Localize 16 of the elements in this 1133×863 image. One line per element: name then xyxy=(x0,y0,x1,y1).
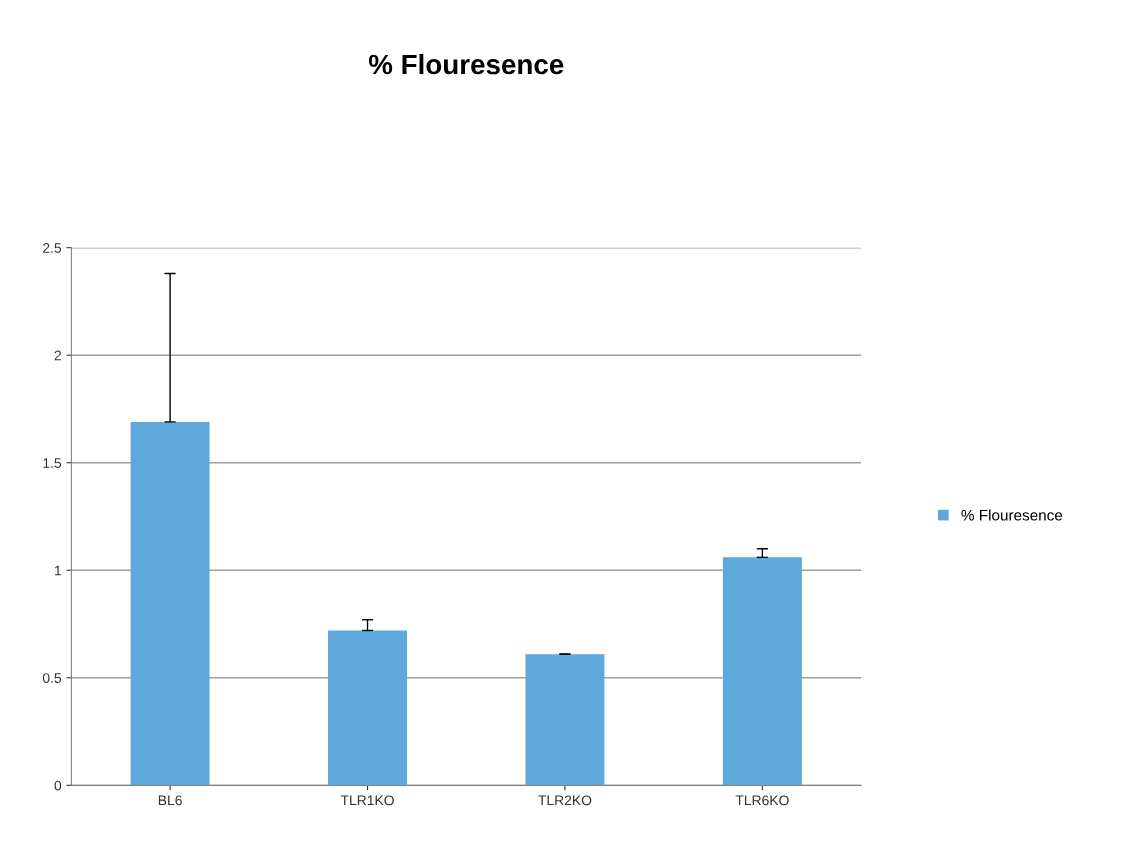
bar xyxy=(328,630,407,786)
y-tick-label: 2 xyxy=(54,350,61,361)
x-tick-label: TLR2KO xyxy=(538,795,592,806)
bar xyxy=(525,654,605,786)
y-tick-label: 1.5 xyxy=(43,458,62,468)
x-tick-label: TLR1KO xyxy=(340,795,394,806)
y-tick-label: 2.5 xyxy=(43,243,62,253)
y-tick-label: 0.5 xyxy=(42,673,62,683)
x-tick-label: TLR6KO xyxy=(735,795,789,806)
y-tick-label: 1 xyxy=(54,565,61,576)
bar xyxy=(130,421,210,786)
x-tick-label: BL6 xyxy=(158,795,182,806)
legend-label: % Flouresence xyxy=(961,509,1063,521)
bar xyxy=(722,557,802,786)
chart-title: % Flouresence xyxy=(368,53,564,75)
y-tick-label: 0 xyxy=(54,780,62,791)
